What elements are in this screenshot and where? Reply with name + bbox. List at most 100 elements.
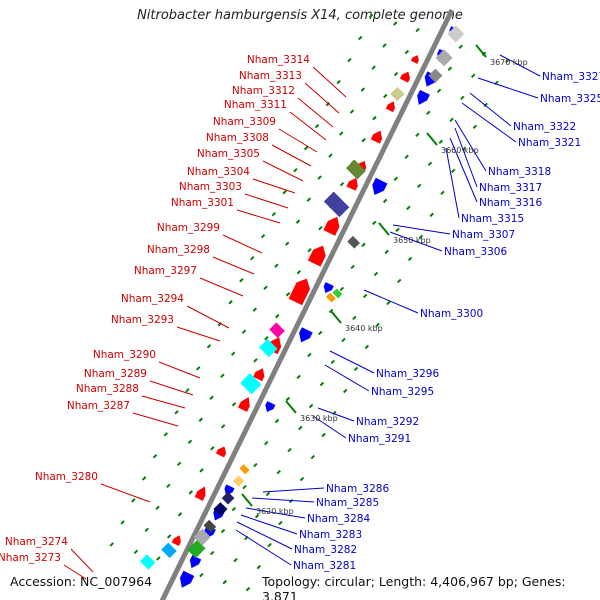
scale-label: 3630 kbp: [300, 414, 338, 423]
forward-gene-arrow: [253, 368, 265, 382]
tick-dash: [141, 476, 147, 481]
leader-line: [63, 564, 87, 580]
leader-line: [461, 102, 517, 143]
leader-line: [271, 144, 312, 167]
gene-label-left: Nham_3303: [179, 181, 242, 193]
forward-gene-arrow-shape: [288, 278, 311, 306]
gene-block-shape: [187, 539, 206, 559]
tick-dash: [274, 263, 279, 268]
leader-line: [289, 111, 327, 141]
gene-block: [203, 519, 217, 533]
tick-dash: [382, 43, 387, 48]
tick-dash: [416, 183, 422, 189]
leader-line: [141, 395, 186, 409]
gene-block-shape: [259, 338, 278, 358]
gene-block: [323, 191, 350, 218]
reverse-gene-arrow: [299, 327, 313, 343]
gene-label-right: Nham_3283: [299, 529, 362, 541]
tick-dash: [330, 359, 335, 365]
tick-dash: [254, 513, 260, 519]
leader-line: [252, 178, 296, 194]
gene-label-right: Nham_3286: [326, 483, 389, 495]
tick-dash: [278, 520, 283, 526]
leader-line: [304, 82, 340, 114]
tick-dash: [418, 234, 424, 240]
tick-dash: [306, 197, 312, 202]
gene-label-left: Nham_3274: [5, 536, 68, 548]
gene-label-left: Nham_3308: [206, 132, 269, 144]
tick-dash: [187, 439, 193, 444]
tick-dash: [386, 300, 391, 306]
leader-line: [449, 137, 478, 203]
tick-dash: [231, 506, 237, 512]
gene-block: [161, 542, 177, 559]
reverse-gene-arrow-shape: [417, 89, 430, 105]
gene-label-left: Nham_3280: [35, 471, 98, 483]
tick-dash: [406, 205, 411, 211]
forward-gene-arrow: [399, 71, 411, 83]
tick-dash: [307, 352, 312, 358]
tick-dash: [198, 417, 203, 422]
tick-dash: [109, 542, 114, 547]
leader-line: [329, 350, 375, 374]
tick-dash: [328, 153, 333, 158]
forward-gene-arrow-shape: [410, 55, 419, 64]
tick-dash: [361, 137, 366, 143]
tick-dash: [318, 225, 323, 231]
tick-dash: [267, 542, 272, 548]
tick-dash: [353, 366, 359, 372]
gene-label-right: Nham_3317: [479, 182, 542, 194]
tick-dash: [458, 44, 463, 49]
reverse-gene-arrow-shape: [179, 570, 195, 588]
leader-line: [392, 224, 451, 235]
topology-text: Topology: circular; Length: 4,406,967 bp…: [262, 574, 566, 600]
tick-dash: [299, 476, 305, 482]
tick-dash: [296, 374, 301, 380]
tick-dash: [188, 490, 193, 495]
gene-block-shape: [139, 554, 156, 570]
tick-dash: [352, 315, 357, 321]
tick-dash: [361, 242, 366, 248]
tick-dash: [285, 241, 290, 246]
gene-label-left: Nham_3297: [134, 265, 197, 277]
gene-label-right: Nham_3295: [371, 386, 434, 398]
tick-dash: [350, 264, 355, 270]
tick-dash: [317, 175, 322, 180]
tick-dash: [133, 549, 139, 555]
tick-dash: [271, 211, 277, 217]
gene-block: [428, 68, 443, 83]
gene-label-left: Nham_3312: [232, 85, 295, 97]
forward-gene-arrow-shape: [346, 177, 358, 191]
tick-dash: [233, 557, 238, 563]
tick-dash: [260, 233, 266, 239]
tick-dash: [470, 73, 476, 78]
gene-block-shape: [345, 159, 366, 180]
tick-dash: [393, 71, 399, 77]
leader-line: [454, 127, 478, 188]
genome-title: Nitrobacter hamburgensis X14, complete g…: [137, 8, 463, 23]
tick-dash: [241, 329, 247, 334]
tick-dash: [231, 402, 237, 407]
accession-value: NC_007964: [80, 574, 153, 589]
leader-line: [186, 305, 230, 329]
tick-dash: [304, 145, 309, 151]
tick-dash: [166, 483, 171, 489]
gene-label-right: Nham_3306: [444, 246, 507, 258]
gene-block: [193, 528, 211, 546]
gene-block-shape: [269, 322, 285, 338]
gene-label-right: Nham_3321: [518, 137, 581, 149]
gene-block: [239, 464, 250, 475]
tick-dash: [362, 293, 368, 299]
reverse-gene-arrow: [224, 484, 235, 496]
forward-gene-arrow-shape: [323, 216, 340, 236]
tick-dash: [314, 123, 320, 129]
gene-label-right: Nham_3322: [513, 121, 576, 133]
reverse-gene-arrow-shape: [224, 484, 235, 496]
tick-dash: [404, 154, 409, 160]
tick-dash: [209, 395, 214, 400]
tick-dash: [250, 256, 255, 261]
leader-line: [245, 507, 306, 519]
tick-dash: [195, 366, 201, 371]
